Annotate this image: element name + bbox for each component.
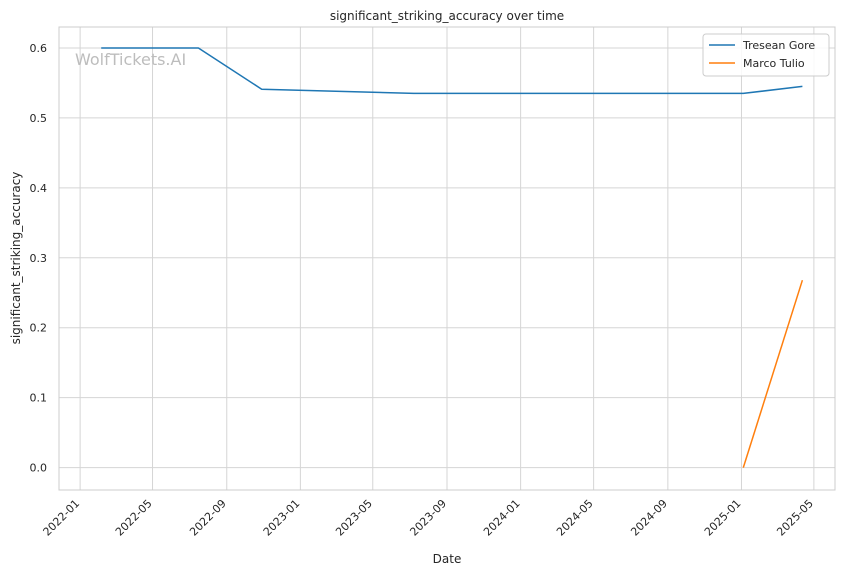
y-tick-label: 0.4 (30, 182, 48, 195)
grid (59, 27, 835, 490)
y-axis-title: significant_striking_accuracy (9, 172, 23, 345)
x-tick-label: 2025-05 (774, 497, 816, 539)
x-tick-label: 2022-05 (113, 497, 155, 539)
watermark: WolfTickets.AI (75, 50, 186, 69)
x-axis-title: Date (433, 552, 462, 566)
plot-area (58, 26, 836, 491)
x-tick-label: 2023-01 (261, 497, 303, 539)
y-tick-label: 0.0 (30, 462, 48, 475)
legend-label: Marco Tulio (743, 57, 805, 70)
x-tick-label: 2023-05 (333, 497, 375, 539)
x-tick-label: 2022-09 (187, 497, 229, 539)
x-tick-label: 2025-01 (702, 497, 744, 539)
legend-label: Tresean Gore (742, 39, 815, 52)
x-tick-label: 2024-05 (554, 497, 596, 539)
y-tick-label: 0.3 (30, 252, 48, 265)
x-axis: 2022-01 2022-05 2022-09 2023-01 2023-05 2023-… (41, 497, 816, 539)
series-line-1 (742, 279, 804, 468)
x-tick-label: 2024-01 (481, 497, 523, 539)
y-axis: 0.0 0.1 0.2 0.3 0.4 0.5 0.6 (30, 42, 48, 475)
y-tick-label: 0.1 (30, 392, 48, 405)
series-layer (101, 47, 804, 468)
chart-title: significant_striking_accuracy over time (330, 9, 564, 23)
y-tick-label: 0.6 (30, 42, 48, 55)
y-tick-label: 0.2 (30, 322, 48, 335)
legend: Tresean Gore Marco Tulio (702, 33, 830, 77)
x-tick-label: 2024-09 (628, 497, 670, 539)
x-tick-label: 2022-01 (41, 497, 83, 539)
series-line-0 (101, 47, 803, 95)
y-tick-label: 0.5 (30, 112, 48, 125)
x-tick-label: 2023-09 (407, 497, 449, 539)
